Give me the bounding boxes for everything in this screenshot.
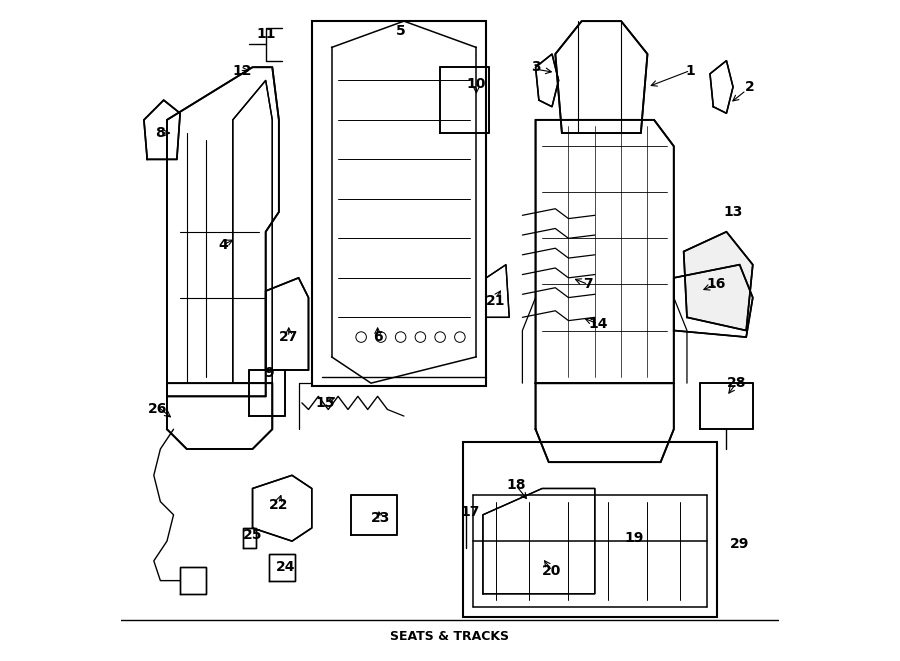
Text: 1: 1 [686, 63, 695, 77]
Text: 16: 16 [706, 278, 726, 292]
Text: 7: 7 [583, 278, 593, 292]
Text: 6: 6 [373, 330, 382, 344]
Text: 15: 15 [315, 396, 335, 410]
Text: 25: 25 [243, 527, 262, 541]
Bar [464, 442, 716, 617]
Text: 27: 27 [279, 330, 299, 344]
Text: 17: 17 [460, 504, 480, 518]
Bar [311, 21, 486, 387]
Text: 26: 26 [148, 403, 166, 416]
Text: 13: 13 [724, 205, 742, 219]
Text: SEATS & TRACKS: SEATS & TRACKS [391, 630, 509, 643]
Text: 29: 29 [730, 537, 750, 551]
Text: 10: 10 [466, 77, 486, 91]
Text: 19: 19 [625, 531, 644, 545]
Text: 20: 20 [543, 564, 562, 578]
Text: 4: 4 [218, 238, 228, 252]
Text: 23: 23 [371, 511, 391, 525]
Text: 9: 9 [265, 366, 274, 380]
Text: 5: 5 [396, 24, 406, 38]
Text: 22: 22 [269, 498, 289, 512]
Text: 24: 24 [275, 561, 295, 574]
Text: 21: 21 [486, 294, 506, 308]
Text: 18: 18 [506, 478, 526, 492]
Text: 2: 2 [744, 80, 754, 94]
Text: 14: 14 [589, 317, 608, 331]
Text: 11: 11 [256, 27, 275, 41]
Text: 28: 28 [726, 376, 746, 390]
Polygon shape [684, 232, 752, 330]
Text: 3: 3 [531, 60, 540, 74]
Text: 8: 8 [156, 126, 166, 140]
Text: 12: 12 [233, 63, 252, 77]
